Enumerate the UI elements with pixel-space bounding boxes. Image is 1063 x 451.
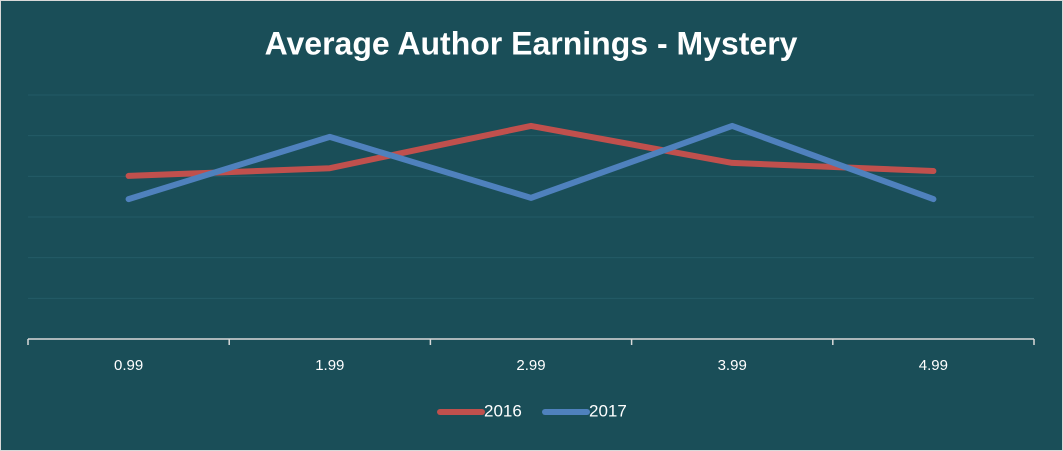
- legend-label: 2017: [589, 401, 627, 420]
- chart-title: Average Author Earnings - Mystery: [265, 25, 798, 61]
- x-tick-label: 3.99: [718, 357, 747, 374]
- x-tick-label: 1.99: [315, 357, 344, 374]
- legend-label: 2016: [484, 401, 522, 420]
- x-tick-label: 4.99: [919, 357, 948, 374]
- x-tick-label: 0.99: [114, 357, 143, 374]
- data-line: [125, 122, 937, 179]
- data-line: [125, 122, 937, 203]
- x-tick-label: 2.99: [516, 357, 545, 374]
